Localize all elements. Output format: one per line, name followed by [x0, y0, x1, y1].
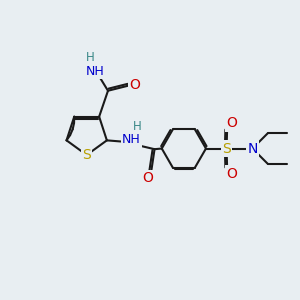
Text: S: S [82, 148, 91, 162]
Text: NH: NH [122, 133, 141, 146]
Text: O: O [142, 171, 154, 185]
Text: NH: NH [86, 65, 105, 78]
Text: H: H [86, 51, 95, 64]
Text: H: H [133, 120, 141, 133]
Text: O: O [226, 116, 237, 130]
Text: O: O [226, 167, 237, 181]
Text: O: O [129, 78, 140, 92]
Text: S: S [222, 142, 231, 155]
Text: N: N [247, 142, 258, 155]
